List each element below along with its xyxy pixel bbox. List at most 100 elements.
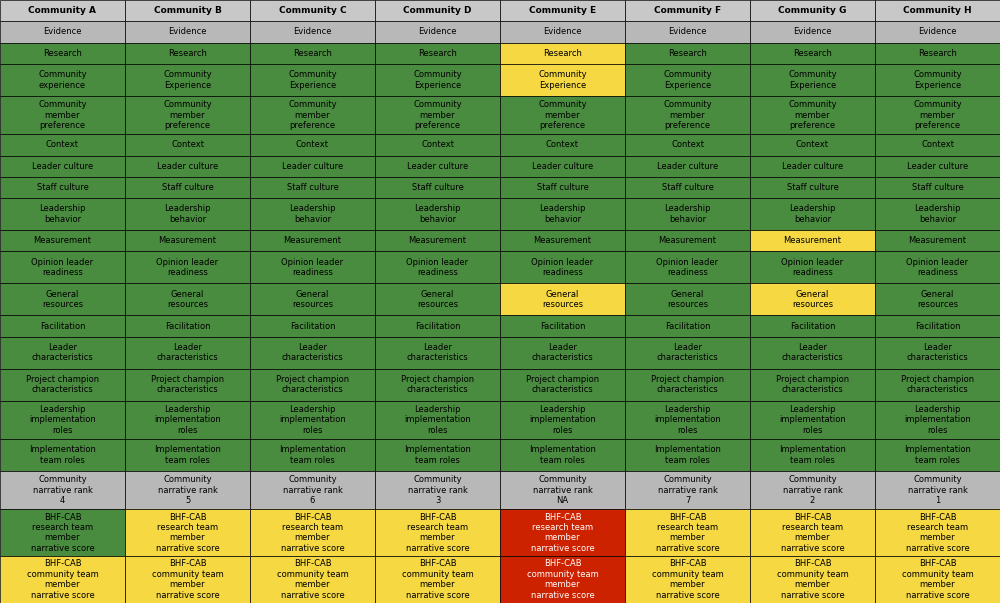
Bar (375, 510, 500, 556)
Bar (0, 251, 125, 283)
Bar (500, 21, 625, 43)
Bar (250, 134, 375, 156)
Text: Community
member
preference: Community member preference (663, 100, 712, 130)
Text: Community
Experience: Community Experience (538, 70, 587, 90)
Bar (250, 400, 375, 439)
Text: Opinion leader
readiness: Opinion leader readiness (906, 257, 969, 277)
Bar (875, 0, 1000, 21)
Text: Leader
characteristics: Leader characteristics (407, 343, 468, 362)
Text: Community
Experience: Community Experience (288, 70, 337, 90)
Bar (250, 43, 375, 64)
Bar (125, 283, 250, 315)
Bar (375, 283, 500, 315)
Text: Evidence: Evidence (793, 28, 832, 36)
Text: Project champion
characteristics: Project champion characteristics (526, 375, 599, 394)
Bar (875, 21, 1000, 43)
Text: Community
Experience: Community Experience (788, 70, 837, 90)
Text: Leadership
behavior: Leadership behavior (289, 204, 336, 224)
Text: Project champion
characteristics: Project champion characteristics (401, 375, 474, 394)
Bar (625, 471, 750, 510)
Text: Context: Context (421, 140, 454, 150)
Text: Leader culture: Leader culture (532, 162, 593, 171)
Text: Implementation
team roles: Implementation team roles (654, 445, 721, 465)
Text: Community
experience: Community experience (38, 70, 87, 90)
Text: Project champion
characteristics: Project champion characteristics (651, 375, 724, 394)
Text: Opinion leader
readiness: Opinion leader readiness (531, 257, 594, 277)
Text: Leader culture: Leader culture (782, 162, 843, 171)
Text: Facilitation: Facilitation (40, 321, 85, 330)
Bar (375, 134, 500, 156)
Text: BHF-CAB
community team
member
narrative score: BHF-CAB community team member narrative … (152, 560, 223, 599)
Text: Evidence: Evidence (293, 28, 332, 36)
Text: Leadership
implementation
roles: Leadership implementation roles (529, 405, 596, 435)
Text: BHF-CAB
community team
member
narrative score: BHF-CAB community team member narrative … (277, 560, 348, 599)
Bar (375, 439, 500, 471)
Text: Research: Research (168, 49, 207, 58)
Bar (750, 283, 875, 315)
Text: Measurement: Measurement (158, 236, 216, 245)
Bar (625, 400, 750, 439)
Text: Staff culture: Staff culture (662, 183, 713, 192)
Bar (125, 156, 250, 177)
Text: Measurement: Measurement (409, 236, 466, 245)
Text: Measurement: Measurement (284, 236, 342, 245)
Text: Community E: Community E (529, 6, 596, 15)
Text: Implementation
team roles: Implementation team roles (904, 445, 971, 465)
Text: Leader culture: Leader culture (907, 162, 968, 171)
Text: BHF-CAB
research team
member
narrative score: BHF-CAB research team member narrative s… (906, 513, 969, 553)
Bar (500, 368, 625, 400)
Text: Research: Research (418, 49, 457, 58)
Text: Implementation
team roles: Implementation team roles (29, 445, 96, 465)
Bar (750, 64, 875, 96)
Bar (375, 177, 500, 198)
Bar (625, 134, 750, 156)
Text: BHF-CAB
community team
member
narrative score: BHF-CAB community team member narrative … (902, 560, 973, 599)
Text: BHF-CAB
community team
member
narrative score: BHF-CAB community team member narrative … (402, 560, 473, 599)
Text: Community
narrative rank
NA: Community narrative rank NA (533, 475, 592, 505)
Text: Leadership
behavior: Leadership behavior (789, 204, 836, 224)
Bar (375, 315, 500, 336)
Bar (125, 177, 250, 198)
Text: Context: Context (46, 140, 79, 150)
Text: Project champion
characteristics: Project champion characteristics (151, 375, 224, 394)
Bar (250, 336, 375, 368)
Bar (125, 230, 250, 251)
Bar (375, 556, 500, 603)
Bar (625, 556, 750, 603)
Bar (625, 0, 750, 21)
Bar (625, 21, 750, 43)
Text: Facilitation: Facilitation (165, 321, 210, 330)
Text: Community F: Community F (654, 6, 721, 15)
Bar (875, 198, 1000, 230)
Text: Implementation
team roles: Implementation team roles (279, 445, 346, 465)
Bar (625, 315, 750, 336)
Text: BHF-CAB
community team
member
narrative score: BHF-CAB community team member narrative … (27, 560, 98, 599)
Text: Leadership
implementation
roles: Leadership implementation roles (279, 405, 346, 435)
Text: Project champion
characteristics: Project champion characteristics (901, 375, 974, 394)
Text: Research: Research (668, 49, 707, 58)
Bar (500, 43, 625, 64)
Text: Evidence: Evidence (418, 28, 457, 36)
Bar (625, 439, 750, 471)
Text: Staff culture: Staff culture (287, 183, 338, 192)
Bar (0, 510, 125, 556)
Text: Facilitation: Facilitation (290, 321, 335, 330)
Bar (0, 177, 125, 198)
Bar (0, 336, 125, 368)
Bar (500, 134, 625, 156)
Bar (0, 230, 125, 251)
Bar (125, 439, 250, 471)
Bar (750, 439, 875, 471)
Bar (125, 556, 250, 603)
Bar (875, 283, 1000, 315)
Bar (0, 134, 125, 156)
Text: Leadership
behavior: Leadership behavior (539, 204, 586, 224)
Bar (375, 251, 500, 283)
Bar (375, 96, 500, 134)
Bar (0, 43, 125, 64)
Bar (250, 283, 375, 315)
Text: Research: Research (293, 49, 332, 58)
Text: Community
member
preference: Community member preference (413, 100, 462, 130)
Bar (375, 0, 500, 21)
Text: General
resources: General resources (167, 289, 208, 309)
